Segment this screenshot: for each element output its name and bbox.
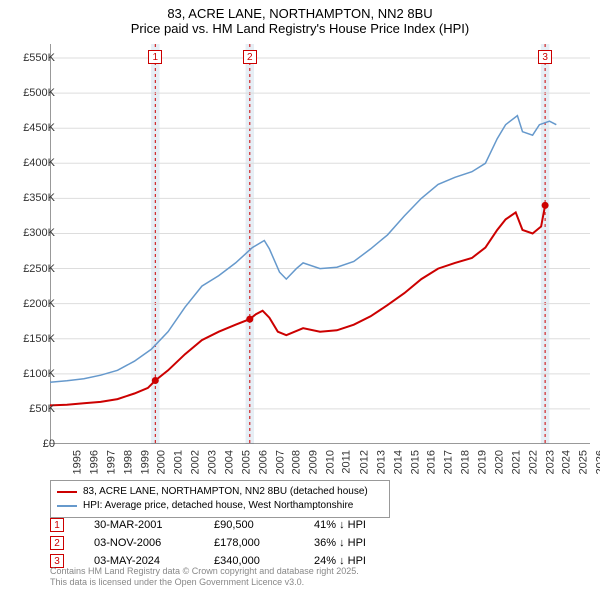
y-tick-label: £400K	[23, 157, 55, 169]
sales-table: 1 30-MAR-2001£90,50041% ↓ HPI 2 03-NOV-2006…	[50, 516, 414, 570]
x-tick-label: 1999	[139, 450, 151, 474]
x-tick-label: 2015	[409, 450, 421, 474]
sale-marker-2: 2	[243, 50, 257, 64]
legend-label: 83, ACRE LANE, NORTHAMPTON, NN2 8BU (det…	[83, 485, 368, 499]
x-tick-label: 2025	[578, 450, 590, 474]
x-tick-label: 1998	[122, 450, 134, 474]
y-tick-label: £150K	[23, 333, 55, 345]
sale-row: 1 30-MAR-2001£90,50041% ↓ HPI	[50, 516, 414, 534]
chart-svg	[50, 44, 590, 444]
legend-label: HPI: Average price, detached house, West…	[83, 499, 353, 513]
y-tick-label: £450K	[23, 122, 55, 134]
x-tick-label: 2017	[443, 450, 455, 474]
chart-title-block: 83, ACRE LANE, NORTHAMPTON, NN2 8BU Pric…	[0, 0, 600, 38]
x-tick-label: 2006	[257, 450, 269, 474]
y-tick-label: £100K	[23, 368, 55, 380]
x-tick-label: 2010	[325, 450, 337, 474]
sale-marker-3: 3	[538, 50, 552, 64]
y-tick-label: £50K	[29, 403, 55, 415]
x-tick-label: 1997	[105, 450, 117, 474]
legend-item: HPI: Average price, detached house, West…	[57, 499, 383, 513]
x-tick-label: 2005	[240, 450, 252, 474]
sale-price: £90,500	[214, 519, 314, 531]
x-tick-label: 2001	[173, 450, 185, 474]
x-tick-label: 2026	[595, 450, 600, 474]
x-tick-label: 2013	[375, 450, 387, 474]
y-tick-label: £550K	[23, 52, 55, 64]
sale-price: £178,000	[214, 537, 314, 549]
x-tick-label: 2008	[291, 450, 303, 474]
sale-diff: 36% ↓ HPI	[314, 537, 414, 549]
footer-line1: Contains HM Land Registry data © Crown c…	[50, 566, 359, 577]
x-tick-label: 2016	[426, 450, 438, 474]
x-tick-label: 1995	[71, 450, 83, 474]
x-tick-label: 2019	[476, 450, 488, 474]
x-tick-label: 2024	[561, 450, 573, 474]
sale-marker: 2	[50, 536, 64, 550]
sale-marker: 1	[50, 518, 64, 532]
sale-diff: 41% ↓ HPI	[314, 519, 414, 531]
sale-date: 03-NOV-2006	[94, 537, 214, 549]
x-tick-label: 2014	[392, 450, 404, 474]
x-tick-label: 1996	[88, 450, 100, 474]
y-tick-label: £500K	[23, 87, 55, 99]
title-line2: Price paid vs. HM Land Registry's House …	[0, 21, 600, 36]
x-tick-label: 2004	[223, 450, 235, 474]
chart-area	[50, 44, 590, 444]
y-tick-label: £0	[43, 438, 55, 450]
x-tick-label: 2021	[510, 450, 522, 474]
title-line1: 83, ACRE LANE, NORTHAMPTON, NN2 8BU	[0, 6, 600, 21]
legend-swatch	[57, 505, 77, 507]
x-tick-label: 2012	[358, 450, 370, 474]
x-tick-label: 2011	[341, 450, 353, 474]
footer: Contains HM Land Registry data © Crown c…	[50, 566, 359, 588]
x-tick-label: 2020	[493, 450, 505, 474]
x-tick-label: 2018	[460, 450, 472, 474]
legend: 83, ACRE LANE, NORTHAMPTON, NN2 8BU (det…	[50, 480, 390, 518]
footer-line2: This data is licensed under the Open Gov…	[50, 577, 359, 588]
x-tick-label: 2007	[274, 450, 286, 474]
x-tick-label: 2009	[308, 450, 320, 474]
legend-swatch	[57, 491, 77, 493]
y-tick-label: £300K	[23, 227, 55, 239]
y-tick-label: £350K	[23, 192, 55, 204]
x-tick-label: 2002	[190, 450, 202, 474]
legend-item: 83, ACRE LANE, NORTHAMPTON, NN2 8BU (det…	[57, 485, 383, 499]
x-tick-label: 2003	[206, 450, 218, 474]
x-tick-label: 2000	[156, 450, 168, 474]
y-tick-label: £250K	[23, 263, 55, 275]
y-tick-label: £200K	[23, 298, 55, 310]
sale-row: 2 03-NOV-2006£178,00036% ↓ HPI	[50, 534, 414, 552]
sale-marker-1: 1	[148, 50, 162, 64]
x-tick-label: 2022	[527, 450, 539, 474]
x-tick-label: 2023	[544, 450, 556, 474]
sale-date: 30-MAR-2001	[94, 519, 214, 531]
